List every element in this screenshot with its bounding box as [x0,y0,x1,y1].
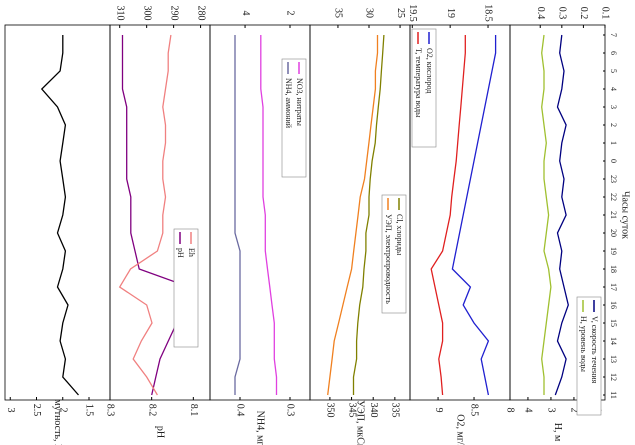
y-tick-label: 4 [523,408,534,413]
y2-tick-label: 25 [395,8,406,18]
data-line [352,34,385,395]
data-line [40,35,79,396]
x-tick-label: 7 [609,33,618,37]
data-line [541,34,552,395]
y-tick-label: 3 [5,408,16,413]
y-axis-title: H, м [552,423,563,442]
legend-label: H, уровень воды [579,316,588,373]
legend-label: NH4, аммоний [284,78,293,129]
x-tick-label: 6 [609,51,618,55]
x-tick-label: 14 [609,337,618,345]
y-tick-label: 8.3 [105,404,116,417]
y2-tick-label: 30 [364,8,375,18]
y2-tick-label: 0.4 [535,7,546,20]
x-tick-label: 17 [609,283,618,291]
data-line [121,35,190,396]
legend-box [381,194,407,314]
legend-box [576,296,602,416]
y-tick-label: 1.5 [84,404,95,417]
data-line [260,35,278,395]
y2-tick-label: 290 [168,6,179,21]
panel-frame [509,24,606,401]
x-tick-label: 11 [609,391,618,399]
x-tick-label: 21 [609,211,618,219]
x-tick-label: 19 [609,247,618,255]
x-tick-label: 15 [609,319,618,327]
y-tick-label: 8 [505,408,516,413]
legend-label: УЭП, электропроводность [384,214,393,304]
y-tick-label: 8.5 [469,404,480,417]
legend-label: O2, кислород [425,48,434,93]
y2-tick-label: 300 [141,6,152,21]
x-tick-label: 18 [609,265,618,273]
x-tick-label: 0 [609,159,618,163]
y2-tick-label: 19 [445,8,456,18]
x-tick-label: 23 [609,175,618,183]
y2-tick-label: 19.5 [407,4,418,22]
legend-label: V, скорость течения [590,316,599,384]
y2-tick-label: 0.1 [600,7,611,20]
legend-label: Eh [187,248,196,257]
y2-tick-label: 2 [285,11,296,16]
y-tick-label: 8.2 [146,404,157,417]
x-tick-label: 22 [609,193,618,201]
y-tick-label: 0.4 [235,404,246,417]
y2-tick-label: 280 [195,6,206,21]
data-line [118,34,172,396]
x-tick-label: 5 [609,69,618,73]
data-line [327,35,379,396]
y2-tick-label: 0.3 [557,7,568,20]
y-axis-title: УЭП, мкСм/см [355,400,366,445]
x-tick-label: 1 [609,141,618,145]
data-line [451,35,497,396]
legend-box [281,58,307,178]
y-tick-label: 2 [569,408,580,413]
legend-box [411,28,437,148]
y-axis-title: pH [155,426,166,438]
x-tick-label: 3 [609,105,618,109]
y-tick-label: 2 [57,408,68,413]
y-tick-label: 2.5 [31,404,42,417]
legend-box [173,228,199,348]
panel-frame [4,24,111,401]
x-tick-label: 2 [609,123,618,127]
y-tick-label: 345 [346,403,357,418]
y-axis-title: мутность, NTU [52,399,63,445]
y-tick-label: 340 [368,403,379,418]
y-tick-label: 3 [546,408,557,413]
y-axis-title: NH4, мг/л [255,411,266,445]
x-tick-label: 16 [609,301,618,309]
x-tick-label: 20 [609,229,618,237]
x-tick-label: 13 [609,355,618,363]
y-tick-label: 0.3 [285,404,296,417]
y2-tick-label: 310 [114,6,125,21]
y-axis-title: O2, мг/л [455,414,466,445]
y2-tick-label: 18.5 [483,4,494,22]
data-line [234,35,241,395]
data-line [554,34,569,396]
y-tick-label: 335 [390,403,401,418]
legend-label: Cl, хлориды [395,214,404,256]
y2-tick-label: 35 [333,8,344,18]
y2-tick-label: 4 [240,11,251,16]
legend-label: T, температура воды [414,48,423,118]
legend-label: NO3, нитраты [295,78,304,127]
x-axis-title: Часы суток [620,191,631,239]
y2-tick-label: 0.2 [578,7,589,20]
y-tick-label: 350 [325,403,336,418]
data-line [430,35,466,396]
x-tick-label: 12 [609,373,618,381]
y-tick-label: 9 [433,408,444,413]
legend-label: pH [176,248,185,258]
y-tick-label: 8.1 [188,404,199,417]
x-tick-label: 4 [609,87,618,91]
